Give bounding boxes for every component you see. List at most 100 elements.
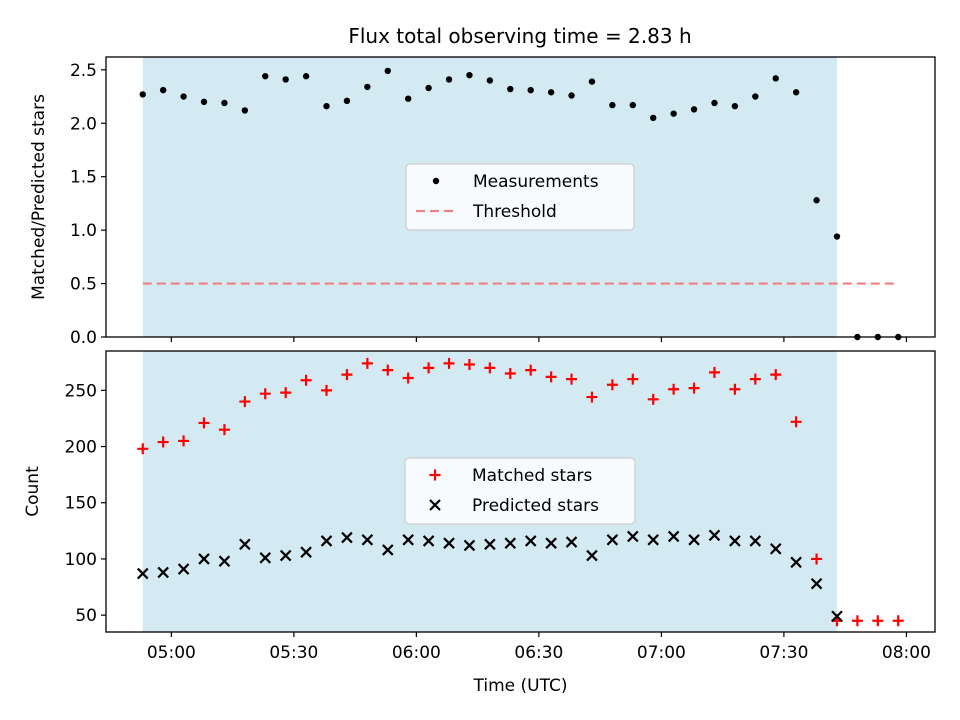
matched-star-point bbox=[463, 358, 475, 370]
matched-star-point bbox=[606, 379, 618, 391]
matched-star-point bbox=[423, 362, 435, 374]
measurement-point bbox=[792, 89, 800, 96]
matched-star-point bbox=[647, 393, 659, 405]
predicted-star-point bbox=[769, 543, 782, 555]
measurement-point bbox=[711, 99, 718, 107]
predicted-star-point bbox=[382, 544, 394, 556]
measurement-point bbox=[752, 93, 759, 100]
x-tick-label: 07:30 bbox=[759, 643, 808, 663]
predicted-star-point bbox=[606, 534, 619, 546]
predicted-star-point bbox=[300, 546, 312, 558]
predicted-star-point bbox=[218, 555, 231, 567]
matched-star-point bbox=[361, 357, 373, 369]
y-tick-label: 1.0 bbox=[70, 221, 97, 241]
predicted-star-point bbox=[647, 534, 659, 546]
measurement-point bbox=[629, 101, 637, 109]
measurement-point bbox=[241, 107, 249, 114]
matched-star-point bbox=[178, 435, 190, 447]
predicted-star-point bbox=[749, 535, 762, 547]
legend: Measurements Threshold bbox=[405, 163, 635, 231]
legend-marker-predicted bbox=[429, 499, 441, 511]
matched-star-point bbox=[545, 371, 557, 383]
predicted-star-point bbox=[422, 535, 435, 547]
measurement-point bbox=[159, 86, 167, 94]
matched-star-point bbox=[811, 553, 823, 565]
measurement-point bbox=[527, 86, 534, 94]
measurement-point bbox=[343, 97, 351, 105]
y-tick-label: 0.0 bbox=[70, 328, 97, 348]
measurement-point bbox=[282, 76, 289, 83]
matched-star-point bbox=[749, 373, 761, 385]
measurement-point bbox=[486, 77, 494, 84]
measurement-point bbox=[364, 83, 371, 91]
matched-star-point bbox=[708, 366, 720, 378]
predicted-star-point bbox=[565, 536, 578, 548]
matched-star-point bbox=[627, 373, 639, 385]
measurement-point bbox=[466, 71, 473, 79]
matched-star-point bbox=[872, 615, 884, 627]
predicted-star-point bbox=[239, 538, 251, 551]
predicted-star-point bbox=[402, 534, 414, 546]
matched-star-point bbox=[443, 357, 455, 369]
matched-star-point bbox=[341, 369, 353, 381]
measurement-point bbox=[588, 78, 596, 85]
measurement-point bbox=[772, 75, 779, 82]
predicted-star-point bbox=[259, 552, 272, 564]
matched-star-point bbox=[484, 362, 496, 374]
axes-frame bbox=[105, 350, 936, 633]
matched-star-point bbox=[770, 369, 782, 381]
matched-star-point bbox=[157, 436, 169, 448]
matched-star-point bbox=[668, 383, 680, 395]
x-tick-label: 07:00 bbox=[637, 643, 686, 663]
measurement-point bbox=[221, 99, 228, 107]
predicted-star-point bbox=[667, 530, 680, 543]
y-tick-label: 1.5 bbox=[70, 168, 97, 188]
matched-star-point bbox=[688, 382, 700, 394]
legend-marker-measurements bbox=[432, 177, 440, 185]
legend: Matched stars Predicted stars bbox=[404, 457, 636, 525]
predicted-star-point bbox=[831, 610, 843, 623]
matched-star-point bbox=[280, 387, 292, 399]
measurement-point bbox=[547, 89, 555, 96]
measurement-point bbox=[609, 101, 616, 109]
y-tick-label: 200 bbox=[65, 438, 97, 458]
x-axis-label: Time (UTC) bbox=[473, 676, 568, 696]
predicted-star-point bbox=[688, 534, 700, 546]
matched-star-point bbox=[566, 373, 578, 385]
measurement-point bbox=[200, 98, 208, 106]
predicted-star-point bbox=[708, 529, 721, 542]
predicted-star-point bbox=[157, 566, 169, 579]
legend-box bbox=[404, 457, 636, 525]
bottom-panel: 50 100 150 200 250 05:00 05:30 06:00 06:30 07:00 0… bbox=[23, 350, 936, 696]
predicted-star-point bbox=[341, 531, 353, 544]
y-tick-label: 50 bbox=[75, 606, 97, 626]
legend-box bbox=[405, 163, 635, 231]
predicted-star-point bbox=[279, 549, 292, 562]
predicted-star-point bbox=[320, 535, 333, 547]
measurement-point bbox=[690, 106, 698, 113]
predicted-star-point bbox=[524, 535, 537, 547]
predicted-star-point bbox=[729, 535, 741, 547]
predicted-star-point bbox=[463, 539, 476, 552]
y-tick-label: 2.5 bbox=[70, 61, 97, 81]
measurement-point bbox=[384, 67, 391, 75]
measurement-point bbox=[262, 73, 269, 80]
predicted-star-point bbox=[627, 530, 639, 543]
matched-star-point bbox=[790, 416, 802, 428]
measurement-point bbox=[507, 85, 514, 93]
matched-star-point bbox=[402, 372, 414, 384]
y-tick-label: 150 bbox=[65, 494, 97, 514]
matched-star-point bbox=[300, 374, 312, 386]
axes-frame bbox=[105, 56, 936, 338]
top-panel: 0.0 0.5 1.0 1.5 2.0 2.5 Matched/Predicted star… bbox=[29, 56, 936, 348]
matched-star-point bbox=[892, 615, 904, 627]
measurement-point bbox=[670, 110, 677, 117]
measurement-point bbox=[833, 233, 841, 240]
measurement-point bbox=[650, 114, 657, 122]
matched-star-point bbox=[218, 424, 230, 436]
matched-star-point bbox=[198, 417, 210, 429]
measurement-point bbox=[323, 102, 330, 110]
measurement-point bbox=[425, 84, 432, 92]
measurement-point bbox=[568, 92, 575, 99]
